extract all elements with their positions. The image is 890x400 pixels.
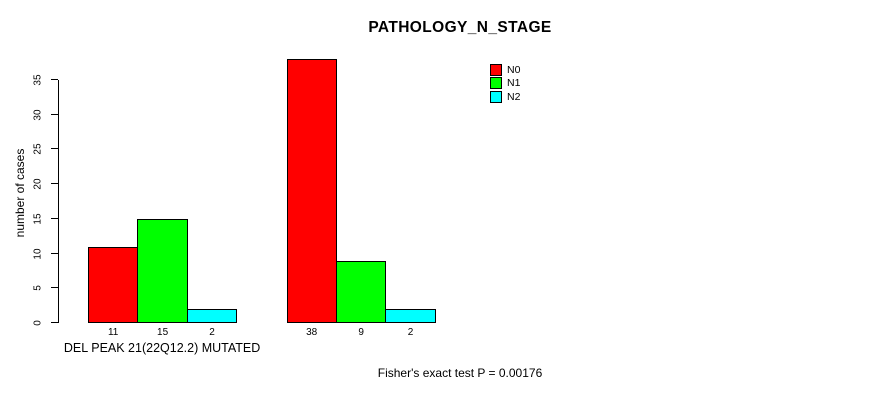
bar-value-label: 38 <box>306 327 318 338</box>
y-tick-label: 25 <box>32 142 44 155</box>
bar-value-label: 9 <box>358 327 364 338</box>
chart-title: PATHOLOGY_N_STAGE <box>368 19 552 36</box>
bar-n0-group1 <box>88 247 139 323</box>
y-tick-label: 30 <box>32 108 44 121</box>
y-tick <box>51 79 58 80</box>
y-tick-label: 0 <box>32 319 44 326</box>
legend-swatch-icon <box>490 77 502 90</box>
y-axis-title: number of cases <box>13 148 27 238</box>
annotation-text: Fisher's exact test P = 0.00176 <box>377 366 543 380</box>
x-group-label: DEL PEAK 21(22Q12.2) MUTATED <box>63 341 261 355</box>
bar-n2-group1 <box>186 309 238 323</box>
legend: N0 N1 N2 <box>490 63 520 104</box>
y-tick <box>51 148 58 149</box>
y-tick <box>51 253 58 254</box>
bar-n2-group2 <box>385 309 436 323</box>
bar-n0-group2 <box>286 59 337 323</box>
y-tick-label: 5 <box>32 284 44 291</box>
y-tick <box>51 114 58 115</box>
bar-n1-group1 <box>137 219 188 323</box>
y-tick-label: 10 <box>32 247 44 260</box>
legend-item-n2: N2 <box>490 90 520 104</box>
bar-value-label: 2 <box>209 327 215 338</box>
y-tick-label: 20 <box>32 177 44 190</box>
bar-value-label: 2 <box>407 327 414 338</box>
y-tick <box>51 322 58 323</box>
legend-item-n1: N1 <box>490 77 520 91</box>
y-axis-line <box>58 80 59 323</box>
legend-swatch-icon <box>490 63 502 76</box>
y-tick <box>51 218 58 219</box>
bar-n1-group2 <box>335 261 387 323</box>
y-tick-label: 35 <box>32 73 44 86</box>
legend-label: N2 <box>507 90 521 103</box>
y-tick <box>51 287 58 288</box>
legend-swatch-icon <box>490 90 502 103</box>
bar-value-label: 15 <box>157 327 169 338</box>
y-tick <box>51 183 58 184</box>
legend-label: N1 <box>507 77 521 90</box>
legend-label: N0 <box>507 63 521 76</box>
legend-item-n0: N0 <box>490 63 520 77</box>
y-tick-label: 15 <box>32 212 44 225</box>
bar-value-label: 11 <box>107 327 119 338</box>
